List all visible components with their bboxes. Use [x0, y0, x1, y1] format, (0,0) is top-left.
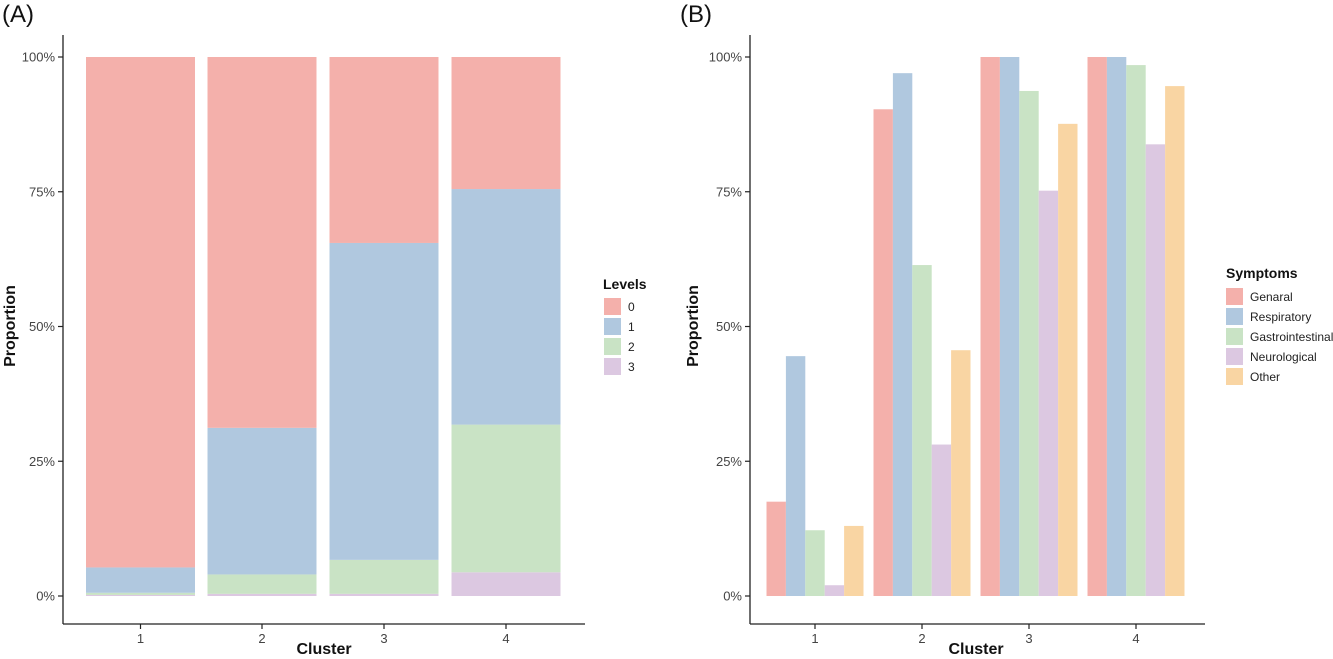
- panel-a-x-axis-title: Cluster: [296, 641, 351, 658]
- bar: [1106, 57, 1127, 596]
- bar-segment: [451, 189, 561, 425]
- panel-b-y-tick-label: 100%: [709, 50, 743, 65]
- panel-b: (B) 0% 25% 50% 75% 100% 1 2 3 4 Cluster Proport…: [680, 1, 1333, 658]
- panel-a-legend-label: 3: [628, 360, 635, 374]
- bar-segment: [451, 424, 561, 573]
- panel-b-legend-label: Other: [1250, 370, 1280, 384]
- bar: [1019, 90, 1039, 596]
- panel-a-legend: Levels 0 1 2 3: [603, 276, 647, 375]
- panel-b-y-axis-title: Proportion: [685, 285, 702, 367]
- bar: [931, 444, 952, 596]
- panel-a-y-tick-label: 0%: [36, 589, 55, 604]
- panel-a-x-tick-label: 2: [258, 631, 265, 646]
- bar-segment: [207, 427, 317, 575]
- bar: [1058, 123, 1078, 596]
- panel-a-bars: [86, 57, 561, 596]
- panel-a-legend-label: 0: [628, 300, 635, 314]
- panel-a-y-axis-title: Proportion: [2, 285, 19, 367]
- panel-b-y-tick-label: 75%: [716, 184, 742, 199]
- panel-a-y-tick-label: 50%: [29, 319, 55, 334]
- bar: [785, 356, 806, 596]
- bar: [766, 501, 786, 596]
- panel-a-legend-swatch: [604, 298, 621, 315]
- panel-b-legend-label: Gastrointestinal: [1250, 330, 1333, 344]
- bar-segment: [451, 57, 561, 190]
- panel-a-x-tick-label: 1: [137, 631, 144, 646]
- panel-b-y-tick-label: 0%: [723, 589, 742, 604]
- panel-a-y-ticks: 0% 25% 50% 75% 100%: [22, 50, 63, 604]
- bar: [951, 350, 971, 596]
- bar: [844, 525, 864, 596]
- bar-segment: [207, 593, 317, 596]
- panel-b-bars: [766, 57, 1185, 597]
- bar-segment: [86, 57, 195, 568]
- panel-b-legend-swatch: [1226, 368, 1243, 385]
- panel-a-legend-label: 1: [628, 320, 635, 334]
- bar: [873, 109, 893, 597]
- bar-segment: [86, 592, 195, 595]
- panel-b-legend-label: Neurological: [1250, 350, 1317, 364]
- panel-a-label: (A): [2, 1, 34, 28]
- panel-b-legend-swatch: [1226, 328, 1243, 345]
- bar-segment: [451, 572, 561, 596]
- panel-b-label: (B): [680, 1, 712, 28]
- bar: [1165, 86, 1185, 596]
- bar: [1038, 190, 1059, 596]
- panel-a: (A) 0% 25% 50% 75% 100% 1 2 3 4 Cluster Proport…: [2, 1, 647, 658]
- bar: [999, 57, 1020, 596]
- bar-segment: [207, 57, 317, 428]
- bar: [912, 265, 932, 596]
- panel-b-y-ticks: 0% 25% 50% 75% 100%: [709, 50, 750, 604]
- bar: [980, 57, 1000, 596]
- panel-a-x-tick-label: 4: [502, 631, 509, 646]
- panel-b-legend-label: Genaral: [1250, 290, 1293, 304]
- bar-segment: [86, 594, 195, 596]
- panel-a-legend-title: Levels: [603, 276, 647, 292]
- panel-b-legend-swatch: [1226, 348, 1243, 365]
- bar-segment: [329, 242, 439, 560]
- panel-a-legend-swatch: [604, 338, 621, 355]
- panel-b-x-tick-label: 3: [1025, 631, 1032, 646]
- panel-a-y-tick-label: 100%: [22, 50, 56, 65]
- bar: [805, 530, 825, 596]
- panel-b-x-tick-label: 2: [918, 631, 925, 646]
- bar-segment: [329, 593, 439, 596]
- bar-segment: [329, 57, 439, 243]
- bar: [1126, 65, 1146, 596]
- panel-b-legend-title: Symptoms: [1226, 265, 1298, 281]
- bar-segment: [207, 574, 317, 594]
- bar-segment: [329, 559, 439, 594]
- panel-a-legend-swatch: [604, 358, 621, 375]
- bar: [1087, 57, 1107, 596]
- panel-a-x-tick-label: 3: [380, 631, 387, 646]
- panel-b-legend-label: Respiratory: [1250, 310, 1311, 324]
- bar: [1145, 144, 1166, 596]
- panel-b-legend-swatch: [1226, 288, 1243, 305]
- bar-segment: [86, 567, 195, 593]
- panel-b-x-tick-label: 4: [1132, 631, 1139, 646]
- panel-b-x-axis-title: Cluster: [948, 641, 1003, 658]
- bar: [892, 73, 913, 597]
- bar: [824, 585, 845, 596]
- panel-b-x-tick-label: 1: [811, 631, 818, 646]
- panel-a-legend-label: 2: [628, 340, 635, 354]
- panel-b-y-tick-label: 50%: [716, 319, 742, 334]
- panel-b-x-ticks: 1 2 3 4: [811, 624, 1140, 646]
- panel-b-y-tick-label: 25%: [716, 454, 742, 469]
- panel-a-y-tick-label: 75%: [29, 184, 55, 199]
- panel-a-y-tick-label: 25%: [29, 454, 55, 469]
- panel-b-legend: Symptoms Genaral Respiratory Gastrointesti…: [1226, 265, 1333, 385]
- panel-b-legend-swatch: [1226, 308, 1243, 325]
- panel-a-legend-swatch: [604, 318, 621, 335]
- panel-a-x-ticks: 1 2 3 4: [137, 624, 510, 646]
